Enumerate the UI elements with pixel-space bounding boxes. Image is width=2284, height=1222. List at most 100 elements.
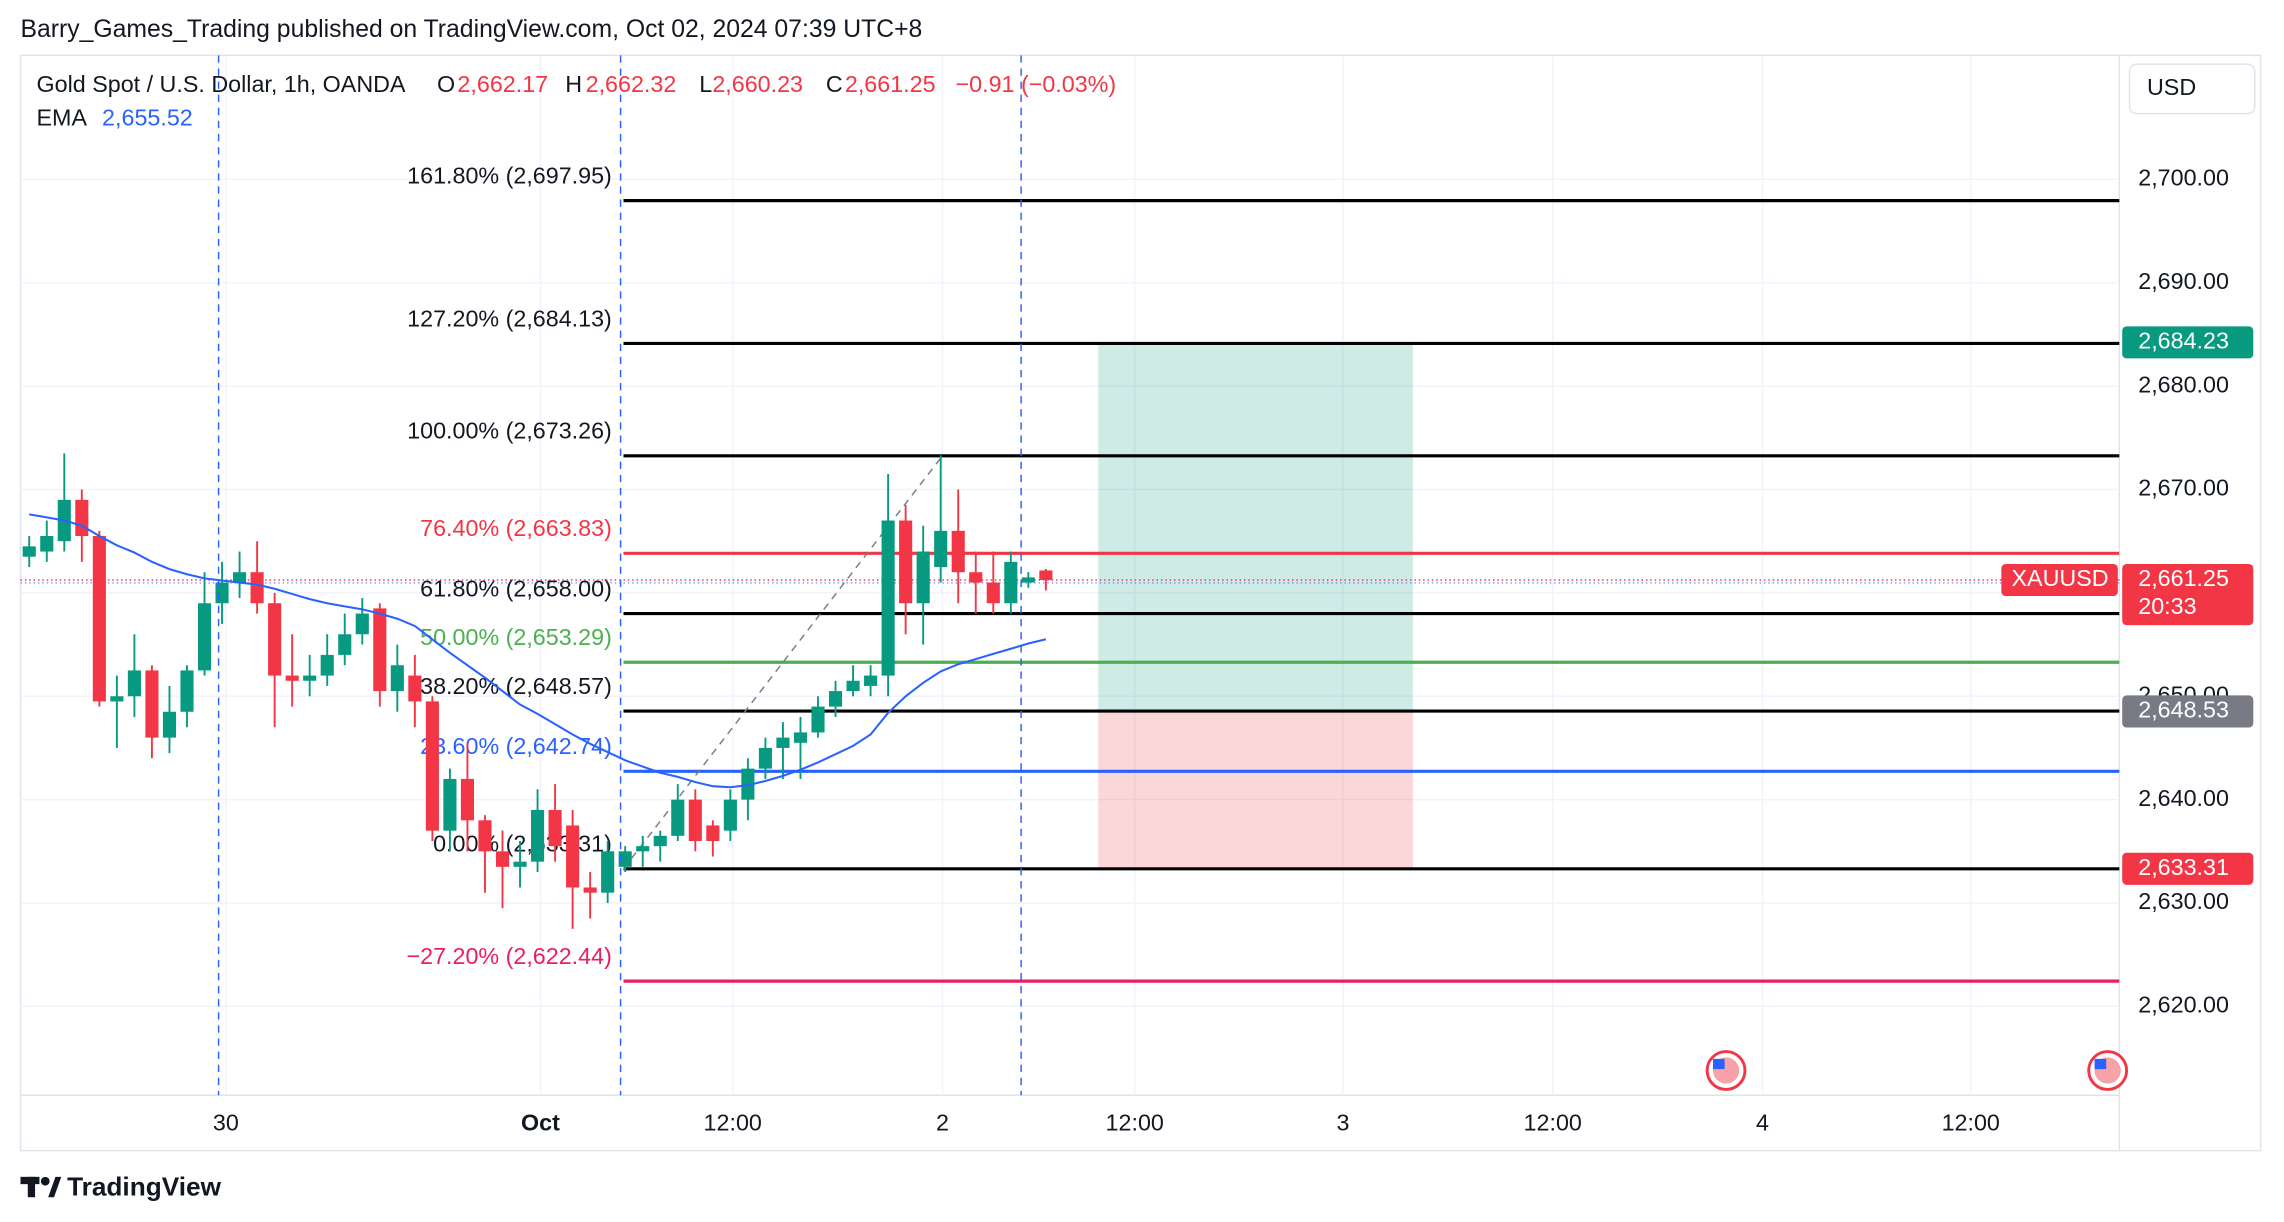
y-tick-label: 2,630.00	[2138, 888, 2229, 914]
symbol: Gold Spot / U.S. Dollar, 1h, OANDA	[37, 71, 406, 97]
candle-body	[233, 572, 247, 583]
x-tick-label: 3	[1337, 1110, 1350, 1136]
target-badge-label: 2,684.23	[2138, 328, 2229, 354]
candle-body	[285, 675, 299, 681]
candle-body	[916, 551, 930, 604]
fib-label: 50.00% (2,653.29)	[420, 624, 612, 650]
publish-info: Barry_Games_Trading published on Trading…	[20, 16, 922, 43]
fib-label: 100.00% (2,673.26)	[407, 418, 612, 444]
candle-body	[390, 665, 404, 692]
candle-body	[408, 675, 422, 702]
candle-body	[618, 851, 632, 867]
ema-line	[29, 513, 1047, 789]
candle-body	[653, 835, 667, 847]
fib-label: 76.40% (2,663.83)	[420, 515, 612, 541]
candle-body	[723, 799, 737, 831]
last-price-label: 2,661.25	[2138, 565, 2229, 591]
candle-body	[40, 536, 54, 552]
candle-body	[1039, 570, 1053, 580]
entry-badge	[2122, 695, 2254, 728]
y-tick-label: 2,690.00	[2138, 268, 2229, 294]
y-tick-label: 2,620.00	[2138, 992, 2229, 1018]
candle-body	[688, 799, 702, 841]
x-tick-label: 2	[936, 1110, 949, 1136]
candle-body	[986, 582, 1000, 604]
fib-label: 0.00% (2,633.31)	[433, 831, 612, 857]
symbol-badge	[2001, 563, 2118, 596]
ema-key: EMA	[37, 105, 88, 131]
candle-body	[793, 732, 808, 743]
ohlc-value: 2,662.17	[457, 71, 548, 97]
stop-badge-label: 2,633.31	[2138, 854, 2229, 880]
candle-body	[495, 851, 510, 867]
candle-body	[197, 603, 212, 671]
fib-label: 23.60% (2,642.74)	[420, 733, 612, 759]
fib-label: 127.20% (2,684.13)	[407, 305, 612, 331]
entry-badge-label: 2,648.53	[2138, 697, 2229, 723]
candle-body	[268, 603, 282, 676]
ohlc-key: C	[826, 71, 843, 97]
y-tick-label: 2,680.00	[2138, 371, 2229, 397]
x-tick-label: 12:00	[1942, 1110, 2000, 1136]
change: −0.91 (−0.03%)	[956, 71, 1117, 97]
candle-body	[881, 520, 895, 676]
y-tick-label: 2,700.00	[2138, 165, 2229, 191]
candle-body	[22, 546, 36, 557]
ohlc-value: 2,660.23	[712, 71, 803, 97]
last-price-badge	[2122, 563, 2254, 626]
currency[interactable]: USD	[2147, 74, 2196, 100]
x-tick-label: 12:00	[1106, 1110, 1164, 1136]
candle-body	[566, 825, 580, 888]
ohlc-key: H	[565, 71, 582, 97]
candle-body	[1021, 577, 1035, 583]
ohlc-value: 2,661.25	[845, 71, 936, 97]
candle-body	[127, 670, 141, 697]
candle-body	[548, 809, 562, 847]
ohlc-key: O	[437, 71, 455, 97]
candle-body	[934, 530, 948, 568]
ohlc-key: L	[699, 71, 712, 97]
candle-body	[758, 747, 772, 769]
candle-body	[180, 670, 194, 712]
currency-button[interactable]	[2128, 63, 2256, 115]
candle-body	[303, 675, 317, 681]
profit-zone	[1098, 342, 1413, 712]
loss-zone	[1098, 711, 1413, 869]
y-tick-label: 2,640.00	[2138, 785, 2229, 811]
candle-body	[951, 530, 965, 573]
candle-body	[355, 613, 369, 635]
countdown: 20:33	[2138, 593, 2196, 619]
x-tick-label: 12:00	[704, 1110, 762, 1136]
candle-body	[846, 680, 860, 692]
y-tick-label: 2,670.00	[2138, 475, 2229, 501]
candle-body	[671, 799, 685, 836]
frame	[19, 54, 2262, 1152]
brand-logo	[20, 1176, 62, 1198]
candle-body	[776, 737, 790, 748]
brand: TradingView	[67, 1171, 221, 1201]
candle-body	[706, 825, 720, 841]
candle-body	[215, 582, 229, 604]
fib-label: 38.20% (2,648.57)	[420, 673, 612, 699]
fib-label: −27.20% (2,622.44)	[407, 943, 612, 969]
overlays: 2,620.002,630.002,640.002,650.002,660.00…	[213, 165, 2254, 1136]
candle-body	[531, 809, 545, 862]
candle-body	[864, 675, 878, 686]
candle-body	[338, 634, 352, 655]
target-badge	[2122, 326, 2254, 359]
candle-body	[75, 499, 89, 537]
candle-body	[636, 846, 650, 852]
candle-body	[811, 706, 825, 733]
candle-body	[513, 861, 527, 867]
candle-body	[145, 670, 159, 738]
candle-body	[162, 711, 177, 738]
candle-body	[583, 887, 597, 893]
event-flag	[2087, 1050, 2129, 1091]
candle-body	[373, 608, 387, 692]
x-tick-label: 30	[213, 1110, 239, 1136]
candle-body	[969, 572, 983, 583]
candle-body	[899, 520, 913, 604]
x-tick-label: Oct	[521, 1110, 560, 1136]
